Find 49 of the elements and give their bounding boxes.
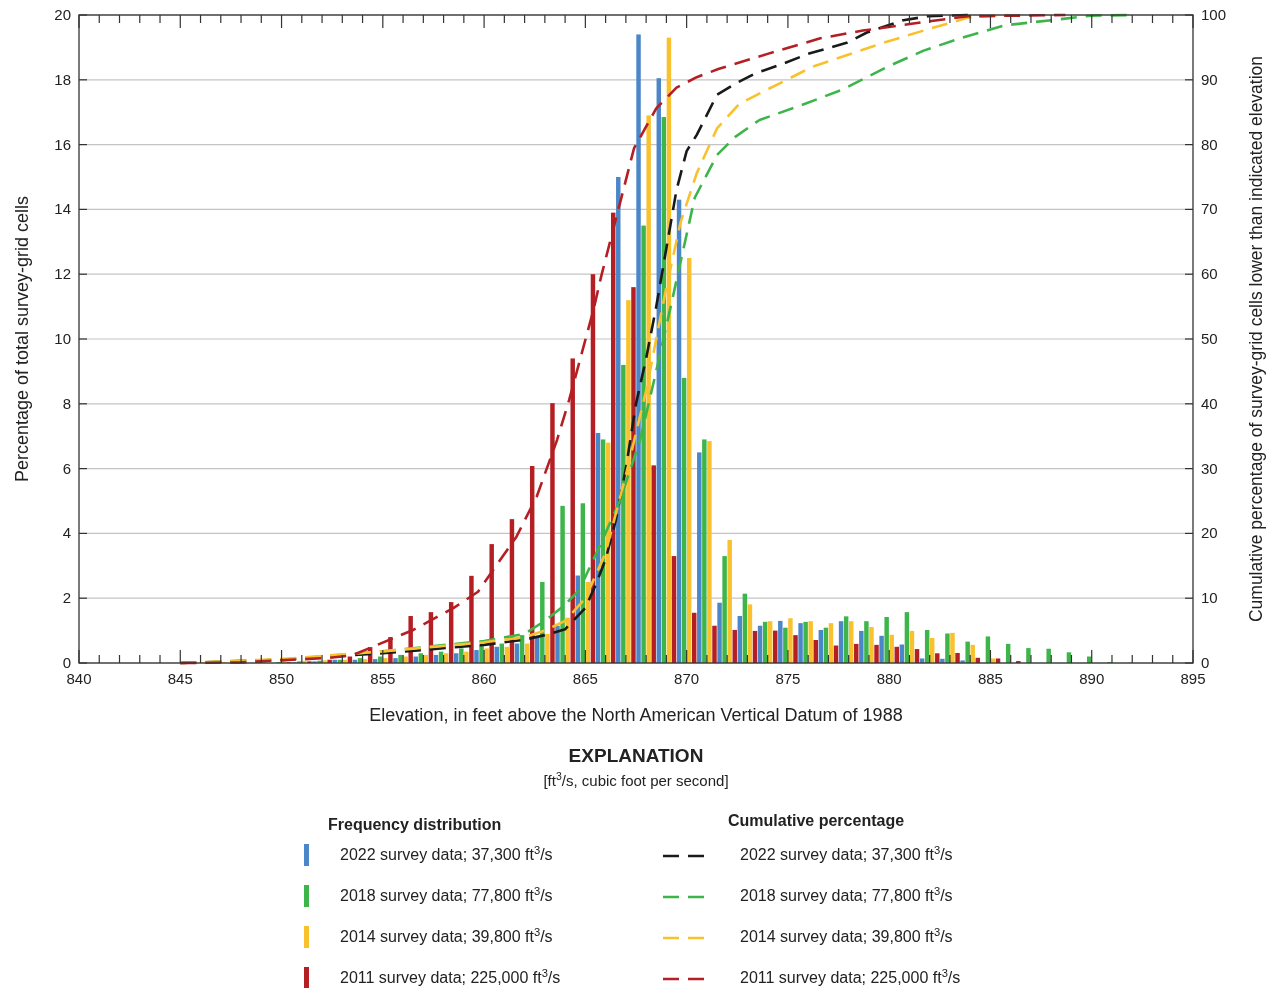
legend-label: 2018 survey data; 77,800 ft$^{3}$/s: [340, 885, 553, 904]
text: [ft$^{3}$/s, cubic foot per second]: [543, 770, 729, 789]
x-tick-label: 875: [775, 670, 801, 687]
y2-tick-label: 60: [1201, 265, 1218, 283]
y-tick-label: 6: [62, 459, 71, 477]
legend-label: 2011 survey data; 225,000 ft$^{3}$/s: [740, 967, 961, 986]
y-axis-title: Percentage of total survey-grid cells: [12, 195, 32, 483]
y-tick-label: 12: [54, 265, 71, 283]
legend-title: EXPLANATION: [568, 745, 704, 766]
y-tick-label: 14: [54, 200, 71, 218]
x-tick-label: 870: [674, 670, 700, 687]
y2-tick-label: 80: [1201, 135, 1218, 153]
y2-tick-label: 70: [1201, 200, 1218, 218]
y2-tick-label: 40: [1201, 394, 1218, 412]
y2-tick-label: 50: [1201, 330, 1218, 347]
y-tick-label: 0: [62, 654, 71, 671]
y2-tick-label: 100: [1201, 6, 1227, 23]
y2-tick-label: 90: [1201, 70, 1218, 88]
legend-label: 2018 survey data; 77,800 ft$^{3}$/s: [740, 885, 953, 904]
x-tick-label: 840: [66, 670, 92, 687]
x-tick-label: 880: [876, 670, 902, 687]
x-tick-label: 885: [977, 670, 1003, 687]
text: Frequency distribution: [328, 816, 502, 833]
y2-tick-label: 20: [1201, 524, 1218, 542]
legend-label: 2011 survey data; 225,000 ft$^{3}$/s: [340, 967, 561, 986]
legend-label: 2022 survey data; 37,300 ft$^{3}$/s: [340, 844, 553, 863]
y2-tick-label: 30: [1201, 459, 1218, 477]
y2-axis-title: Cumulative percentage of survey-grid cells lower than indicated elevation: [1246, 55, 1266, 623]
y-tick-label: 16: [54, 135, 71, 153]
y-tick-label: 8: [62, 394, 71, 412]
x-tick-label: 855: [370, 670, 396, 687]
x-tick-label: 845: [167, 670, 193, 687]
y-tick-label: 20: [54, 6, 71, 23]
x-tick-label: 895: [1180, 670, 1206, 687]
y-tick-label: 18: [54, 70, 71, 88]
y2-tick-label: 0: [1201, 654, 1210, 671]
x-tick-label: 890: [1079, 670, 1105, 687]
x-tick-label: 850: [269, 670, 295, 687]
legend-label: 2022 survey data; 37,300 ft$^{3}$/s: [740, 844, 953, 863]
x-axis-title: Elevation, in feet above the North American Vertical Datum of 1988: [369, 705, 903, 725]
text: Cumulative percentage: [728, 812, 905, 829]
y-tick-label: 10: [54, 330, 71, 347]
y-tick-label: 4: [62, 524, 71, 542]
legend-label: 2014 survey data; 39,800 ft$^{3}$/s: [340, 926, 553, 945]
legend-label: 2014 survey data; 39,800 ft$^{3}$/s: [740, 926, 953, 945]
x-tick-label: 865: [572, 670, 598, 687]
x-tick-label: 860: [471, 670, 497, 687]
y-tick-label: 2: [62, 589, 71, 607]
y2-tick-label: 10: [1201, 589, 1218, 607]
